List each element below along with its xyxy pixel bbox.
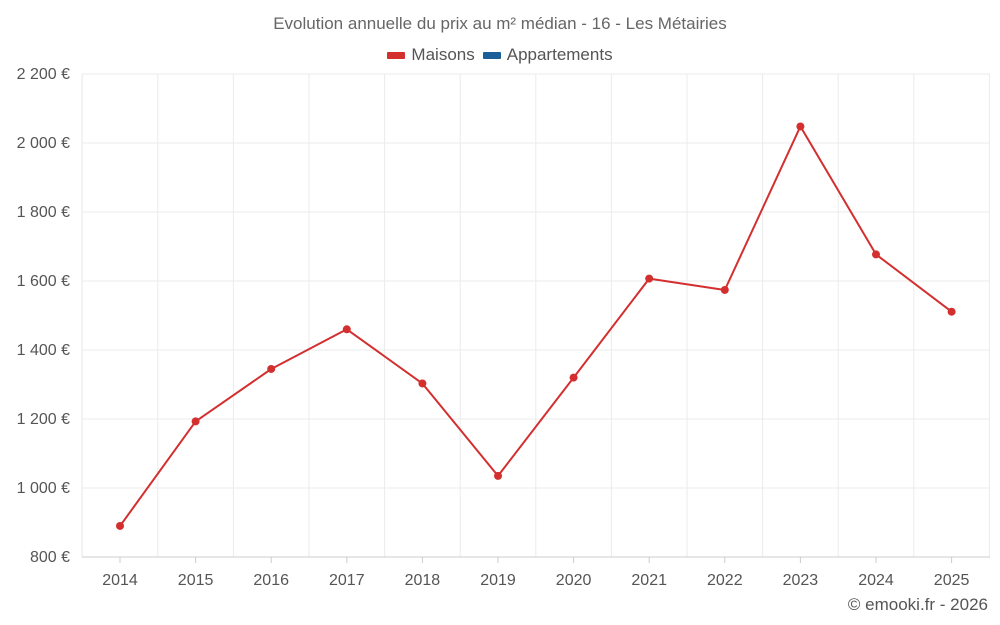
legend-label-maisons: Maisons [411, 45, 475, 64]
x-tick-label: 2021 [631, 572, 667, 589]
legend-swatch-appartements [482, 51, 501, 59]
legend-item-appartements[interactable]: Appartements [482, 45, 613, 65]
x-tick-label: 2020 [556, 572, 592, 589]
data-point-maisons-2018[interactable] [418, 379, 427, 388]
y-tick-label: 1 600 € [17, 273, 70, 290]
legend-label-appartements: Appartements [506, 45, 613, 64]
legend-swatch-maisons [387, 51, 406, 59]
chart-title: Evolution annuelle du prix au m² médian … [273, 14, 727, 33]
data-point-maisons-2015[interactable] [191, 417, 200, 426]
y-tick-label: 1 400 € [17, 342, 70, 359]
x-tick-label: 2015 [178, 572, 214, 589]
y-tick-label: 2 200 € [17, 66, 70, 83]
credit-text: © emooki.fr - 2026 [847, 595, 988, 614]
data-point-maisons-2014[interactable] [116, 521, 124, 530]
x-tick-label: 2022 [707, 572, 743, 589]
axis-layer: 800 € 1 000 € 1 200 € 1 400 € 1 600 € 1 800 €… [17, 66, 990, 589]
x-tick-label: 2025 [934, 572, 970, 589]
y-tick-label: 1 200 € [17, 411, 70, 428]
series-layer [116, 122, 956, 530]
data-point-maisons-2022[interactable] [720, 285, 729, 294]
data-point-maisons-2017[interactable] [342, 325, 351, 334]
data-point-maisons-2025[interactable] [947, 307, 956, 316]
y-tick-label: 1 000 € [17, 480, 70, 497]
x-tick-label: 2024 [858, 572, 894, 589]
data-point-maisons-2020[interactable] [569, 373, 578, 382]
legend: Maisons Appartements [0, 45, 1000, 65]
y-tick-label: 800 € [30, 549, 70, 566]
x-tick-label: 2019 [480, 572, 516, 589]
x-tick-label: 2016 [253, 572, 289, 589]
x-tick-label: 2017 [329, 572, 365, 589]
data-point-maisons-2016[interactable] [267, 364, 276, 373]
x-tick-label: 2014 [102, 572, 138, 589]
x-tick-label: 2023 [783, 572, 819, 589]
series-line-maisons [119, 125, 953, 527]
y-tick-label: 1 800 € [17, 204, 70, 221]
y-tick-label: 2 000 € [17, 135, 70, 152]
legend-item-maisons[interactable]: Maisons [387, 45, 475, 65]
data-point-maisons-2019[interactable] [494, 471, 502, 480]
data-point-maisons-2024[interactable] [872, 250, 880, 259]
grid-layer [81, 73, 990, 557]
x-tick-label: 2018 [405, 572, 441, 589]
data-point-maisons-2023[interactable] [796, 122, 805, 131]
data-point-maisons-2021[interactable] [645, 274, 654, 283]
